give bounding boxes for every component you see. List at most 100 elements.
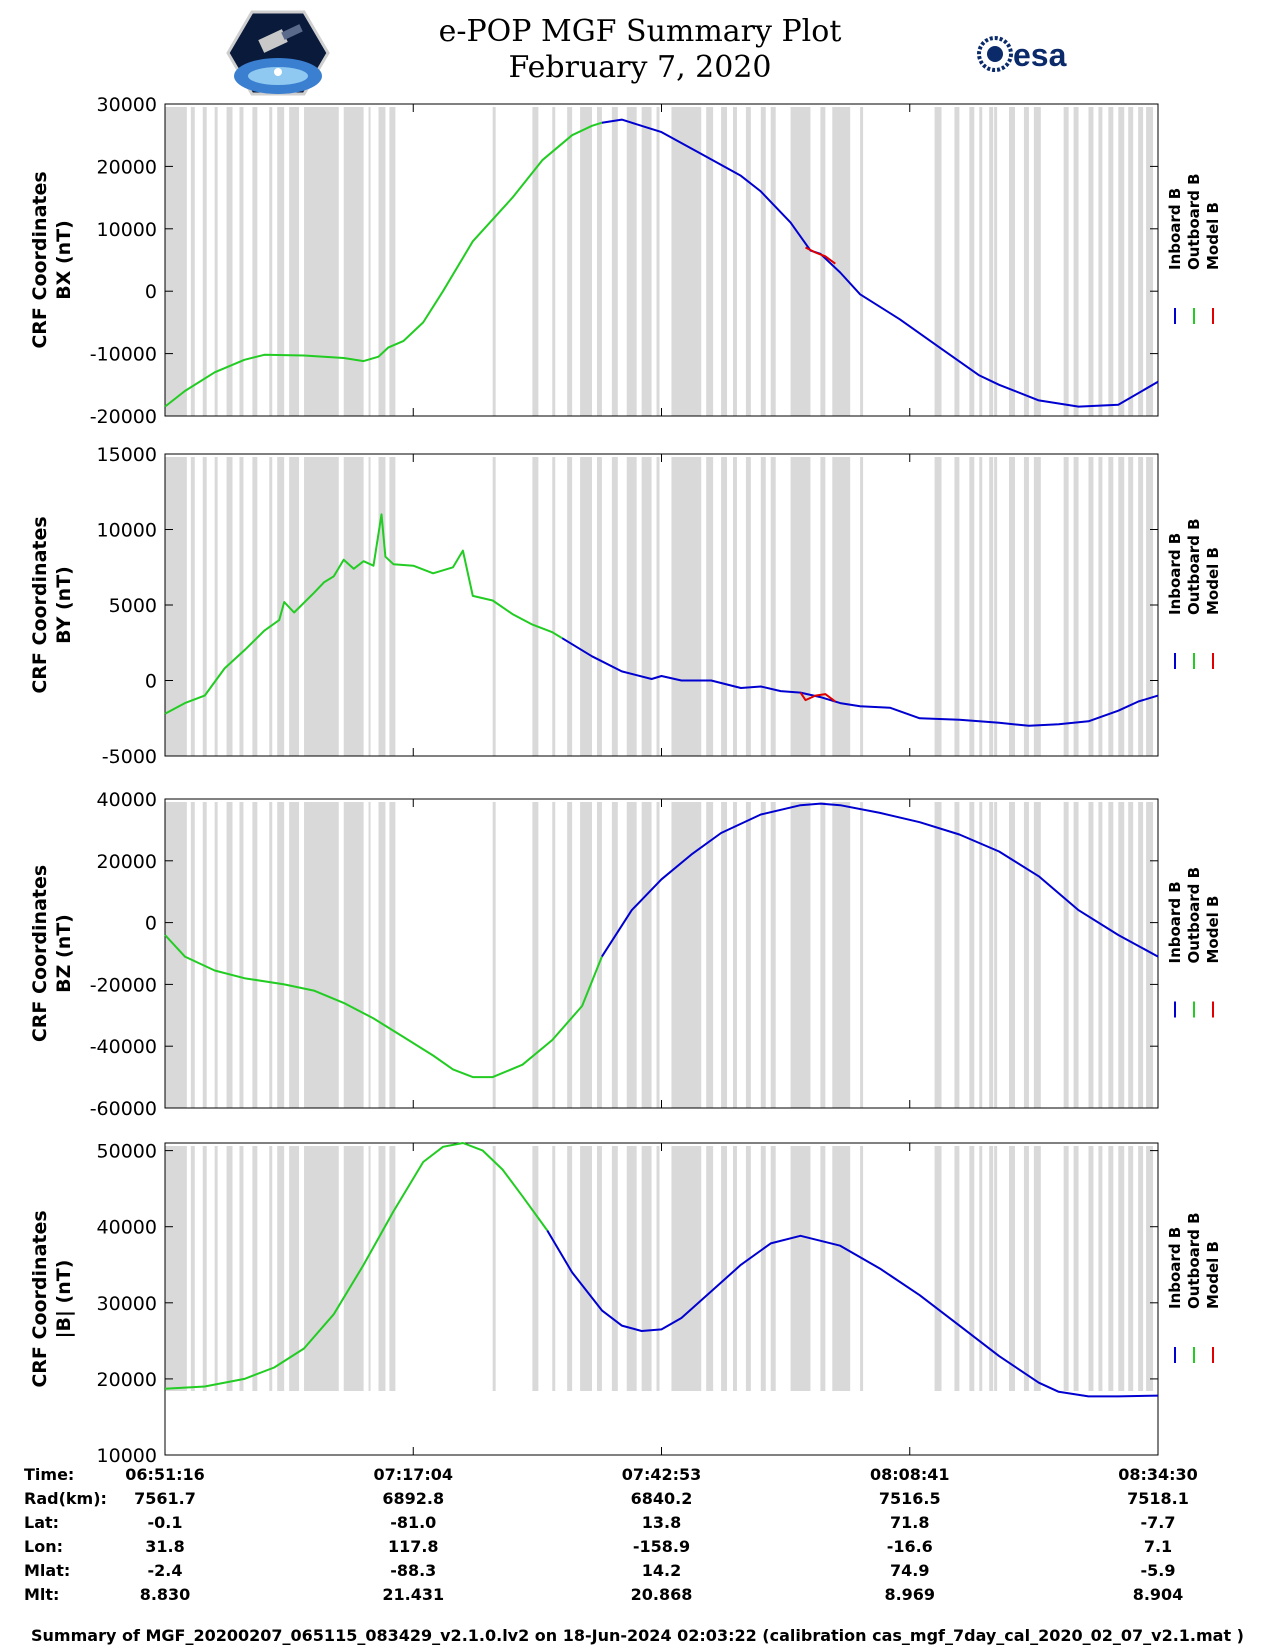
data-gap-band <box>304 107 339 416</box>
data-gap-band <box>832 457 851 756</box>
data-gap-band <box>378 457 386 756</box>
info-cell: 08:08:41 <box>869 1465 950 1484</box>
data-gap-band <box>721 1146 728 1391</box>
data-gap-band <box>1098 802 1103 1108</box>
data-gap-band <box>226 107 233 416</box>
series-line-inboard-b <box>546 1229 1159 1398</box>
info-cell: 8.830 <box>139 1585 191 1604</box>
y-tick-label: -40000 <box>90 1036 157 1058</box>
data-gap-band <box>1088 802 1094 1108</box>
data-gap-band <box>820 802 826 1108</box>
y-axis-label-line1: CRF Coordinates <box>29 516 51 693</box>
title-block: e-POP MGF Summary Plot February 7, 2020 <box>420 14 860 86</box>
data-gap-band <box>567 457 573 756</box>
data-gap-band <box>1033 802 1041 1108</box>
info-cell: 7.1 <box>1143 1537 1173 1556</box>
data-gap-band <box>368 1146 371 1391</box>
y-tick-label: 10000 <box>97 1445 157 1467</box>
data-gap-band <box>1009 1146 1016 1391</box>
data-gap-band <box>552 802 556 1108</box>
data-gap-band <box>832 107 851 416</box>
data-gap-band <box>1108 1146 1114 1391</box>
data-gap-band <box>580 107 592 416</box>
data-gap-band <box>954 457 960 756</box>
data-gap-band <box>656 107 660 416</box>
info-row: Time: 06:51:16 07:17:04 07:42:53 08:08:41 08:… <box>0 1465 1275 1489</box>
data-gap-band <box>1063 1146 1069 1391</box>
data-gap-band <box>934 107 942 416</box>
legend-label: Model B <box>1204 547 1222 615</box>
data-gap-band <box>860 1146 864 1391</box>
data-gap-band <box>790 457 811 756</box>
y-axis-label-line2: BX (nT) <box>53 220 75 300</box>
data-gap-band <box>979 457 983 756</box>
data-gap-band <box>626 107 637 416</box>
data-gap-band <box>269 802 273 1108</box>
data-gap-band <box>1023 802 1029 1108</box>
data-gap-band <box>190 802 195 1108</box>
data-gap-band <box>969 457 975 756</box>
panel-2: -60000 -40000 -20000 0 20000 40000 CRF Coordin… <box>29 789 1222 1120</box>
series-line-inboard-b <box>561 637 1159 727</box>
data-gap-band <box>611 107 618 416</box>
data-gap-band <box>304 457 339 756</box>
data-gap-band <box>732 457 737 756</box>
y-tick-label: 0 <box>145 913 157 935</box>
legend-label: Outboard B <box>1185 173 1203 270</box>
data-gap-band <box>580 802 592 1108</box>
data-gap-band <box>596 1146 602 1391</box>
data-gap-band <box>611 457 618 756</box>
y-axis-label-line1: CRF Coordinates <box>29 1210 51 1387</box>
data-gap-band <box>226 457 233 756</box>
data-gap-band <box>1138 457 1144 756</box>
info-cell: 74.9 <box>890 1561 930 1580</box>
info-cell: 07:42:53 <box>621 1465 702 1484</box>
data-gap-band <box>954 1146 960 1391</box>
data-gap-band <box>820 1146 826 1391</box>
data-gap-band <box>1098 107 1103 416</box>
legend-label: Outboard B <box>1185 867 1203 964</box>
data-gap-band <box>1146 457 1154 756</box>
data-gap-band <box>760 107 766 416</box>
esa-swirl-icon: esa <box>977 36 1067 73</box>
data-gap-band <box>979 107 983 416</box>
data-gap-band <box>1023 107 1029 416</box>
data-gap-band <box>252 802 258 1108</box>
data-gap-band <box>269 1146 273 1391</box>
data-gap-band <box>1063 457 1069 756</box>
data-gap-band <box>1098 1146 1103 1391</box>
info-cell: -16.6 <box>886 1537 933 1556</box>
y-axis-label-line1: CRF Coordinates <box>29 171 51 348</box>
data-gap-band <box>641 802 652 1108</box>
data-gap-band <box>641 457 652 756</box>
data-gap-band <box>1138 802 1144 1108</box>
data-gap-band <box>269 107 273 416</box>
data-gap-band <box>214 802 218 1108</box>
data-gap-band <box>994 802 998 1108</box>
info-cell: 14.2 <box>641 1561 682 1580</box>
data-gap-band <box>1138 107 1144 416</box>
data-gap-band <box>979 802 983 1108</box>
y-axis-label-line1: CRF Coordinates <box>29 865 51 1042</box>
data-gap-band <box>1033 1146 1041 1391</box>
data-gap-band <box>969 802 975 1108</box>
data-gap-band <box>1098 457 1103 756</box>
info-cell: 71.8 <box>890 1513 930 1532</box>
series-line-inboard-b <box>601 118 1159 408</box>
data-gap-band <box>721 107 728 416</box>
info-cell: 13.8 <box>641 1513 682 1532</box>
info-cell: 08:34:30 <box>1118 1465 1198 1484</box>
data-gap-band <box>1063 107 1069 416</box>
panel-3: 10000 20000 30000 40000 50000 CRF Coordinates… <box>29 1141 1222 1467</box>
data-gap-band <box>214 107 218 416</box>
data-gap-band <box>252 107 258 416</box>
data-gap-band <box>1088 1146 1094 1391</box>
y-tick-label: 50000 <box>97 1141 157 1163</box>
data-gap-band <box>1073 1146 1079 1391</box>
y-axis-label: CRF Coordinates |B| (nT) <box>29 1210 75 1387</box>
data-gap-band <box>721 802 728 1108</box>
data-gap-band <box>252 457 258 756</box>
data-gap-band <box>994 107 998 416</box>
data-gap-band <box>389 107 396 416</box>
data-gap-band <box>277 457 285 756</box>
